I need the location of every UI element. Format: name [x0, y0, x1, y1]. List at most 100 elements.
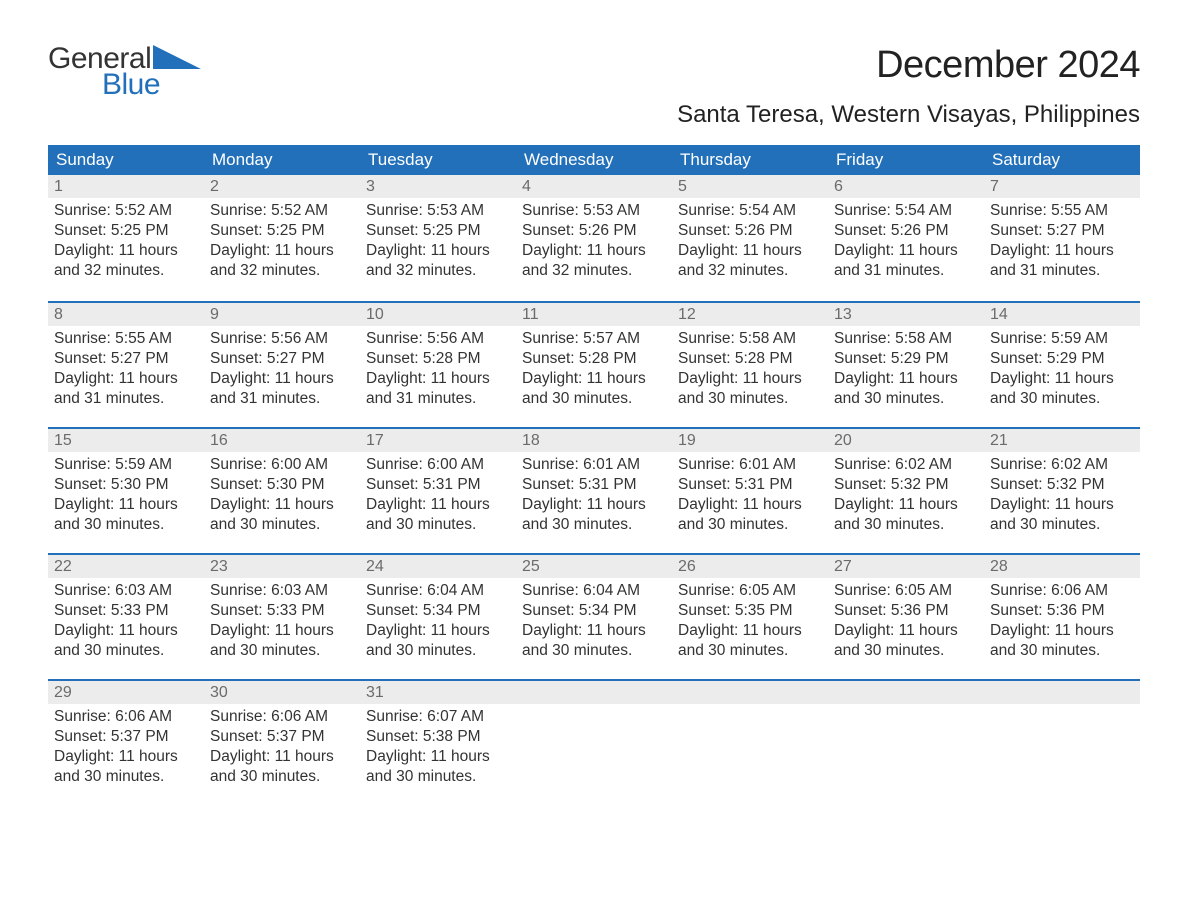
- day-body: Sunrise: 5:53 AMSunset: 5:25 PMDaylight:…: [360, 198, 516, 286]
- day-body: Sunrise: 5:58 AMSunset: 5:29 PMDaylight:…: [828, 326, 984, 414]
- day-cell: 22Sunrise: 6:03 AMSunset: 5:33 PMDayligh…: [48, 555, 204, 679]
- day-body: Sunrise: 6:00 AMSunset: 5:30 PMDaylight:…: [204, 452, 360, 540]
- day-cell: 16Sunrise: 6:00 AMSunset: 5:30 PMDayligh…: [204, 429, 360, 553]
- day-sunset: Sunset: 5:32 PM: [990, 475, 1134, 495]
- day-sunrise: Sunrise: 6:03 AM: [210, 581, 354, 601]
- day-body: Sunrise: 6:07 AMSunset: 5:38 PMDaylight:…: [360, 704, 516, 792]
- day-dl2: and 32 minutes.: [54, 261, 198, 281]
- day-sunset: Sunset: 5:35 PM: [678, 601, 822, 621]
- day-sunrise: Sunrise: 6:05 AM: [834, 581, 978, 601]
- day-sunrise: Sunrise: 5:56 AM: [366, 329, 510, 349]
- day-cell: 17Sunrise: 6:00 AMSunset: 5:31 PMDayligh…: [360, 429, 516, 553]
- day-sunrise: Sunrise: 6:05 AM: [678, 581, 822, 601]
- day-cell: 10Sunrise: 5:56 AMSunset: 5:28 PMDayligh…: [360, 303, 516, 427]
- day-body: Sunrise: 5:54 AMSunset: 5:26 PMDaylight:…: [828, 198, 984, 286]
- weekday-header: Sunday: [48, 145, 204, 175]
- week-row: 1Sunrise: 5:52 AMSunset: 5:25 PMDaylight…: [48, 175, 1140, 301]
- logo-triangle-icon: [153, 45, 201, 73]
- day-sunset: Sunset: 5:27 PM: [990, 221, 1134, 241]
- day-sunset: Sunset: 5:28 PM: [366, 349, 510, 369]
- day-dl2: and 30 minutes.: [210, 767, 354, 787]
- day-dl2: and 32 minutes.: [678, 261, 822, 281]
- day-cell: 23Sunrise: 6:03 AMSunset: 5:33 PMDayligh…: [204, 555, 360, 679]
- day-dl2: and 30 minutes.: [366, 767, 510, 787]
- day-body: Sunrise: 6:06 AMSunset: 5:37 PMDaylight:…: [204, 704, 360, 792]
- day-sunrise: Sunrise: 5:53 AM: [366, 201, 510, 221]
- day-dl1: Daylight: 11 hours: [522, 369, 666, 389]
- day-dl1: Daylight: 11 hours: [522, 495, 666, 515]
- day-body: Sunrise: 5:55 AMSunset: 5:27 PMDaylight:…: [984, 198, 1140, 286]
- day-number: 1: [48, 175, 204, 198]
- day-number: 19: [672, 429, 828, 452]
- day-number: 26: [672, 555, 828, 578]
- day-number: 25: [516, 555, 672, 578]
- logo-text-blue: Blue: [102, 70, 201, 100]
- day-cell: 9Sunrise: 5:56 AMSunset: 5:27 PMDaylight…: [204, 303, 360, 427]
- day-cell: 12Sunrise: 5:58 AMSunset: 5:28 PMDayligh…: [672, 303, 828, 427]
- day-body: Sunrise: 5:56 AMSunset: 5:27 PMDaylight:…: [204, 326, 360, 414]
- empty-day-number: [516, 681, 672, 704]
- day-dl1: Daylight: 11 hours: [990, 369, 1134, 389]
- day-dl2: and 30 minutes.: [366, 641, 510, 661]
- day-dl1: Daylight: 11 hours: [366, 747, 510, 767]
- day-sunrise: Sunrise: 5:53 AM: [522, 201, 666, 221]
- day-number: 14: [984, 303, 1140, 326]
- day-dl1: Daylight: 11 hours: [990, 241, 1134, 261]
- day-dl1: Daylight: 11 hours: [210, 621, 354, 641]
- day-sunset: Sunset: 5:25 PM: [210, 221, 354, 241]
- day-sunrise: Sunrise: 5:54 AM: [834, 201, 978, 221]
- day-body: Sunrise: 6:04 AMSunset: 5:34 PMDaylight:…: [360, 578, 516, 666]
- day-sunset: Sunset: 5:37 PM: [54, 727, 198, 747]
- day-body: Sunrise: 6:02 AMSunset: 5:32 PMDaylight:…: [828, 452, 984, 540]
- day-dl1: Daylight: 11 hours: [834, 369, 978, 389]
- day-dl2: and 30 minutes.: [366, 515, 510, 535]
- day-body: Sunrise: 5:52 AMSunset: 5:25 PMDaylight:…: [48, 198, 204, 286]
- day-sunset: Sunset: 5:31 PM: [366, 475, 510, 495]
- day-sunset: Sunset: 5:31 PM: [678, 475, 822, 495]
- day-sunrise: Sunrise: 6:02 AM: [834, 455, 978, 475]
- weeks-container: 1Sunrise: 5:52 AMSunset: 5:25 PMDaylight…: [48, 175, 1140, 805]
- day-body: Sunrise: 5:58 AMSunset: 5:28 PMDaylight:…: [672, 326, 828, 414]
- day-dl2: and 30 minutes.: [54, 767, 198, 787]
- day-number: 3: [360, 175, 516, 198]
- day-sunset: Sunset: 5:25 PM: [366, 221, 510, 241]
- week-row: 15Sunrise: 5:59 AMSunset: 5:30 PMDayligh…: [48, 427, 1140, 553]
- day-number: 18: [516, 429, 672, 452]
- day-cell: 18Sunrise: 6:01 AMSunset: 5:31 PMDayligh…: [516, 429, 672, 553]
- day-sunset: Sunset: 5:28 PM: [522, 349, 666, 369]
- day-body: Sunrise: 5:52 AMSunset: 5:25 PMDaylight:…: [204, 198, 360, 286]
- day-cell: 2Sunrise: 5:52 AMSunset: 5:25 PMDaylight…: [204, 175, 360, 301]
- day-sunrise: Sunrise: 6:00 AM: [210, 455, 354, 475]
- week-row: 8Sunrise: 5:55 AMSunset: 5:27 PMDaylight…: [48, 301, 1140, 427]
- day-number: 13: [828, 303, 984, 326]
- day-number: 12: [672, 303, 828, 326]
- day-cell: 7Sunrise: 5:55 AMSunset: 5:27 PMDaylight…: [984, 175, 1140, 301]
- day-number: 8: [48, 303, 204, 326]
- day-dl1: Daylight: 11 hours: [54, 621, 198, 641]
- weekday-header: Wednesday: [516, 145, 672, 175]
- day-number: 23: [204, 555, 360, 578]
- day-dl1: Daylight: 11 hours: [210, 495, 354, 515]
- day-dl2: and 32 minutes.: [210, 261, 354, 281]
- day-cell: 26Sunrise: 6:05 AMSunset: 5:35 PMDayligh…: [672, 555, 828, 679]
- day-number: 9: [204, 303, 360, 326]
- day-dl1: Daylight: 11 hours: [54, 747, 198, 767]
- day-number: 30: [204, 681, 360, 704]
- day-sunrise: Sunrise: 5:54 AM: [678, 201, 822, 221]
- day-sunset: Sunset: 5:31 PM: [522, 475, 666, 495]
- day-dl1: Daylight: 11 hours: [366, 495, 510, 515]
- day-body: Sunrise: 6:03 AMSunset: 5:33 PMDaylight:…: [204, 578, 360, 666]
- day-body: Sunrise: 5:57 AMSunset: 5:28 PMDaylight:…: [516, 326, 672, 414]
- day-sunrise: Sunrise: 6:06 AM: [54, 707, 198, 727]
- day-cell: 21Sunrise: 6:02 AMSunset: 5:32 PMDayligh…: [984, 429, 1140, 553]
- day-sunrise: Sunrise: 6:04 AM: [522, 581, 666, 601]
- day-body: Sunrise: 5:59 AMSunset: 5:30 PMDaylight:…: [48, 452, 204, 540]
- day-dl1: Daylight: 11 hours: [366, 369, 510, 389]
- day-number: 22: [48, 555, 204, 578]
- day-dl2: and 31 minutes.: [990, 261, 1134, 281]
- day-number: 28: [984, 555, 1140, 578]
- day-sunrise: Sunrise: 5:57 AM: [522, 329, 666, 349]
- day-dl2: and 30 minutes.: [990, 515, 1134, 535]
- day-cell: 30Sunrise: 6:06 AMSunset: 5:37 PMDayligh…: [204, 681, 360, 805]
- day-dl2: and 30 minutes.: [990, 641, 1134, 661]
